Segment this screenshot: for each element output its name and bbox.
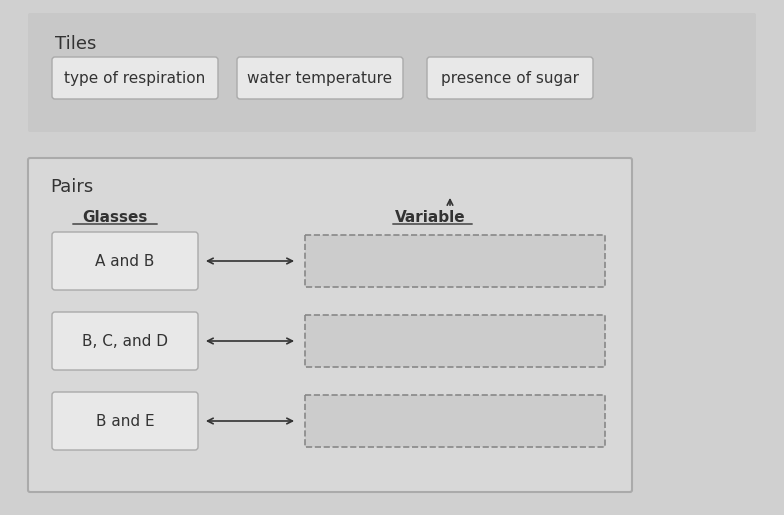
Text: B, C, and D: B, C, and D — [82, 334, 168, 349]
FancyBboxPatch shape — [52, 57, 218, 99]
FancyBboxPatch shape — [305, 315, 605, 367]
FancyBboxPatch shape — [427, 57, 593, 99]
FancyBboxPatch shape — [28, 13, 756, 132]
FancyBboxPatch shape — [305, 395, 605, 447]
FancyBboxPatch shape — [52, 232, 198, 290]
Text: presence of sugar: presence of sugar — [441, 71, 579, 85]
FancyBboxPatch shape — [28, 158, 632, 492]
Text: Tiles: Tiles — [55, 35, 96, 53]
Text: Glasses: Glasses — [82, 210, 147, 225]
FancyBboxPatch shape — [52, 312, 198, 370]
Text: type of respiration: type of respiration — [64, 71, 205, 85]
Text: A and B: A and B — [96, 253, 154, 268]
Text: Variable: Variable — [394, 210, 466, 225]
FancyBboxPatch shape — [52, 392, 198, 450]
FancyBboxPatch shape — [237, 57, 403, 99]
Text: B and E: B and E — [96, 414, 154, 428]
FancyBboxPatch shape — [305, 235, 605, 287]
Text: water temperature: water temperature — [248, 71, 393, 85]
Text: Pairs: Pairs — [50, 178, 93, 196]
